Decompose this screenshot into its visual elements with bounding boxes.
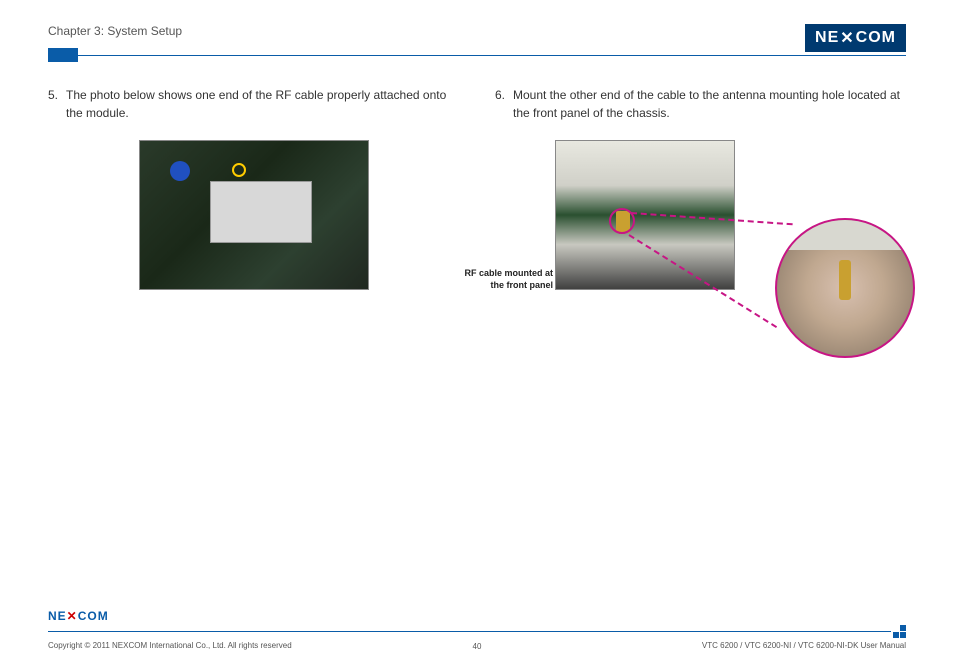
step-text: Mount the other end of the cable to the … [513, 86, 906, 122]
photo-caption: RF cable mounted at the front panel [457, 268, 553, 291]
step-number: 6. [495, 86, 513, 122]
footer-ornament [893, 625, 906, 638]
header-divider [48, 48, 906, 62]
page-footer: NE✕COM Copyright © 2011 NEXCOM Internati… [48, 609, 906, 650]
chapter-title: Chapter 3: System Setup [48, 24, 182, 38]
right-column: 6. Mount the other end of the cable to t… [495, 86, 906, 400]
page-content: 5. The photo below shows one end of the … [48, 86, 906, 400]
left-column: 5. The photo below shows one end of the … [48, 86, 459, 400]
step-text: The photo below shows one end of the RF … [66, 86, 459, 122]
step-number: 5. [48, 86, 66, 122]
page-number: 40 [473, 642, 482, 651]
brand-logo-bottom: NE✕COM [48, 609, 906, 623]
copyright-text: Copyright © 2011 NEXCOM International Co… [48, 641, 292, 650]
zoom-detail-circle [775, 218, 915, 358]
highlight-circle [232, 163, 246, 177]
step-6: 6. Mount the other end of the cable to t… [495, 86, 906, 122]
step-5: 5. The photo below shows one end of the … [48, 86, 459, 122]
figure-front-panel: RF cable mounted at the front panel [495, 140, 906, 400]
photo-rf-cable-module [139, 140, 369, 290]
doc-title: VTC 6200 / VTC 6200-NI / VTC 6200-NI-DK … [702, 641, 906, 650]
